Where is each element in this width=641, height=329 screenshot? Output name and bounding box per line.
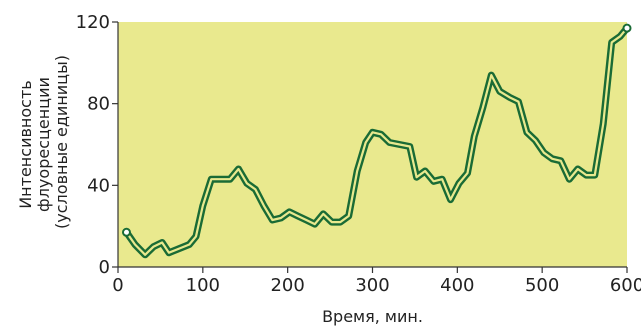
x-tick-label: 200 xyxy=(270,275,304,296)
x-tick-label: 400 xyxy=(440,275,474,296)
x-tick-label: 500 xyxy=(525,275,559,296)
series-layer xyxy=(121,23,632,259)
y-axis-title-line-2: флуоресценции xyxy=(34,77,53,212)
x-tick-label: 600 xyxy=(610,275,641,296)
y-axis-title-line-1: Интенсивность xyxy=(16,80,35,208)
y-tick-label: 40 xyxy=(87,175,110,196)
tick-labels: 0 100 200 300 400 500 600 0 40 80 120 xyxy=(76,12,641,296)
x-tick-label: 100 xyxy=(186,275,220,296)
y-tick-label: 120 xyxy=(76,12,110,33)
series-line-core-0 xyxy=(125,27,629,256)
x-axis-title: Время, мин. xyxy=(322,307,423,326)
x-tick-label: 300 xyxy=(355,275,389,296)
endpoint-marker xyxy=(121,227,131,237)
endpoint-marker xyxy=(622,23,632,33)
y-tick-label: 80 xyxy=(87,94,110,115)
axes xyxy=(112,21,628,273)
y-tick-label: 0 xyxy=(99,257,110,278)
y-axis-title-line-3: (условные единицы) xyxy=(52,55,71,229)
y-axis-title: Интенсивность флуоресценции (условные ед… xyxy=(16,55,71,229)
x-tick-label: 0 xyxy=(112,275,123,296)
